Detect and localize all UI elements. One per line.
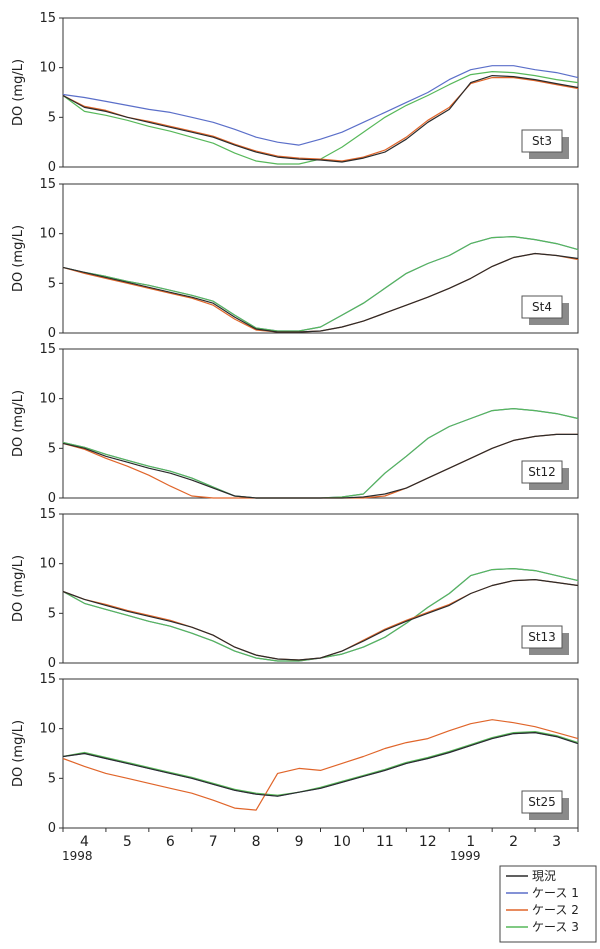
y-tick-label: 5 — [48, 276, 56, 291]
legend-frame — [499, 865, 597, 943]
x-tick-label: 11 — [376, 834, 394, 850]
station-label: St12 — [528, 465, 556, 479]
x-tick-label: 3 — [552, 834, 561, 850]
y-tick-label: 10 — [39, 557, 56, 572]
station-label-box — [521, 625, 563, 649]
station-label-box — [521, 790, 563, 814]
panel-st13: 0 5 10 15 DO (mg/L) St13 — [11, 507, 579, 671]
y-tick-label: 0 — [48, 821, 56, 836]
legend-item-label: 現況 — [532, 868, 556, 883]
legend-item-label: ケース 3 — [532, 920, 579, 934]
legend-item-label: ケース 2 — [532, 903, 579, 917]
y-tick-label: 0 — [48, 491, 56, 506]
y-tick-label: 0 — [48, 160, 56, 175]
x-tick-label: 1 — [466, 834, 475, 850]
y-tick-label: 0 — [48, 656, 56, 671]
station-label-box — [521, 460, 563, 484]
series-line-3 — [62, 236, 579, 332]
panel-st3: 0 5 10 15 DO (mg/L) St3 — [11, 11, 579, 175]
series-line-3 — [62, 731, 579, 796]
x-tick-label: 2 — [509, 834, 518, 850]
series-line-2 — [62, 719, 579, 811]
y-axis-label: DO (mg/L) — [11, 555, 26, 622]
series-line-0 — [62, 433, 578, 499]
y-tick-label: 5 — [48, 606, 56, 621]
plot-frame — [62, 678, 579, 829]
y-tick-label: 0 — [48, 326, 56, 341]
x-tick-label: 9 — [295, 834, 304, 850]
station-label-box — [521, 295, 563, 319]
station-label: St3 — [532, 134, 552, 148]
series-line-1 — [62, 65, 579, 146]
y-tick-label: 5 — [48, 771, 56, 786]
x-tick-label: 4 — [80, 834, 89, 850]
x-tick-label: 6 — [166, 834, 175, 850]
y-axis-label: DO (mg/L) — [11, 720, 26, 787]
station-label: St13 — [528, 630, 556, 644]
y-tick-label: 15 — [39, 507, 56, 522]
x-tick-label: 8 — [252, 834, 261, 850]
panel-st25: 0 5 10 15 DO (mg/L) St25 — [11, 672, 579, 836]
y-tick-label: 5 — [48, 110, 56, 125]
y-tick-label: 10 — [39, 392, 56, 407]
y-tick-label: 10 — [39, 227, 56, 242]
x-tick-label: 5 — [123, 834, 132, 850]
x-tick-label: 10 — [333, 834, 351, 850]
station-label: St25 — [528, 795, 556, 809]
series-line-0 — [62, 579, 579, 661]
panel-st12: 0 5 10 15 DO (mg/L) St12 — [11, 342, 579, 506]
year-label: 1998 — [62, 849, 93, 863]
plot-frame — [62, 183, 579, 334]
y-axis-label: DO (mg/L) — [11, 59, 26, 126]
x-tick-label: 7 — [209, 834, 218, 850]
year-label: 1999 — [450, 849, 481, 863]
station-label: St4 — [532, 300, 552, 314]
station-label-box — [521, 129, 563, 153]
y-axis-label: DO (mg/L) — [11, 225, 26, 292]
y-tick-label: 10 — [39, 722, 56, 737]
plot-frame — [62, 17, 579, 168]
legend-item-label: ケース 1 — [532, 886, 579, 900]
plot-frame — [62, 348, 579, 499]
y-tick-label: 15 — [39, 177, 56, 192]
x-tick-label: 12 — [419, 834, 437, 850]
y-axis-label: DO (mg/L) — [11, 390, 26, 457]
plot-frame — [62, 513, 579, 664]
y-tick-label: 15 — [39, 11, 56, 26]
series-line-0 — [62, 75, 579, 163]
panel-st4: 0 5 10 15 DO (mg/L) St4 — [11, 177, 579, 341]
series-line-0 — [62, 732, 579, 797]
series-line-0 — [62, 252, 579, 333]
series-line-2 — [62, 77, 579, 162]
y-tick-label: 15 — [39, 672, 56, 687]
y-tick-label: 10 — [39, 61, 56, 76]
y-tick-label: 15 — [39, 342, 56, 357]
chart-panels: 0 5 10 15 DO (mg/L) St3 0 5 10 15 DO (mg/L) St4 0 5 10… — [11, 11, 579, 836]
y-tick-label: 5 — [48, 441, 56, 456]
